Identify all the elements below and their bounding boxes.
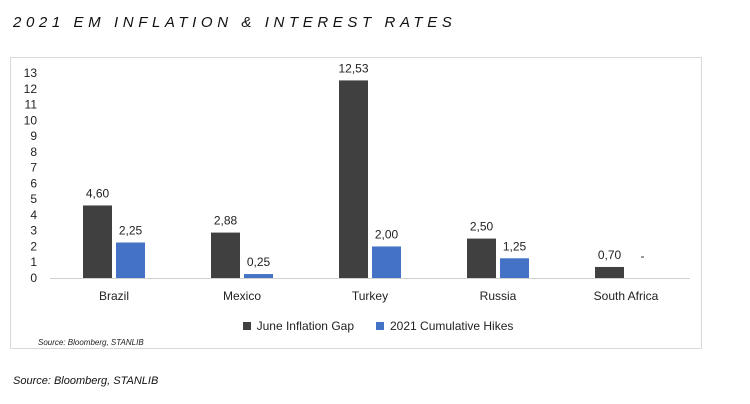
data-label-series-1: 2,50 <box>470 220 494 234</box>
chart-source-note: Source: Bloomberg, STANLIB <box>38 338 144 347</box>
y-tick-label: 10 <box>24 113 38 127</box>
x-tick-label: Russia <box>480 289 517 303</box>
x-tick-label: South Africa <box>594 289 659 303</box>
x-tick-label: Brazil <box>99 289 129 303</box>
legend-item-series-2: 2021 Cumulative Hikes <box>376 319 513 333</box>
data-label-series-2: - <box>641 249 645 263</box>
y-tick-label: 2 <box>30 239 37 253</box>
legend-swatch-series-2 <box>376 322 384 330</box>
legend-swatch-series-1 <box>242 322 251 330</box>
data-label-series-1: 2,88 <box>214 214 238 228</box>
y-tick-label: 9 <box>30 129 37 143</box>
chart-legend: June Inflation Gap 2021 Cumulative Hikes <box>0 319 750 333</box>
legend-label-series-2: 2021 Cumulative Hikes <box>390 319 514 333</box>
bar-series-2 <box>500 258 529 278</box>
y-tick-label: 4 <box>30 208 37 222</box>
page-source-note: Source: Bloomberg, STANLIB <box>13 375 159 387</box>
x-tick-label: Turkey <box>352 289 388 303</box>
x-tick-label: Mexico <box>223 289 261 303</box>
y-tick-label: 3 <box>30 224 37 238</box>
y-tick-label: 1 <box>30 255 37 269</box>
data-label-series-2: 0,25 <box>247 255 271 269</box>
bar-series-1 <box>467 238 496 278</box>
data-label-series-1: 4,60 <box>86 186 110 200</box>
legend-item-series-1: June Inflation Gap <box>242 319 354 333</box>
data-label-series-2: 2,00 <box>375 227 399 241</box>
bar-series-1 <box>211 232 240 278</box>
bar-series-2 <box>372 246 401 278</box>
bar-series-1 <box>339 80 368 279</box>
bar-series-1 <box>595 266 624 278</box>
data-label-series-1: 12,53 <box>338 61 368 75</box>
data-label-series-1: 0,70 <box>598 248 622 262</box>
bar-series-1 <box>83 205 112 278</box>
legend-label-series-1: June Inflation Gap <box>256 319 354 333</box>
page-title: 2021 EM INFLATION & INTEREST RATES <box>13 14 457 31</box>
y-tick-label: 13 <box>24 66 38 80</box>
y-tick-label: 7 <box>30 161 37 175</box>
data-label-series-2: 2,25 <box>119 224 143 238</box>
y-tick-label: 8 <box>30 145 37 159</box>
y-tick-label: 5 <box>30 192 37 206</box>
y-tick-label: 6 <box>30 176 37 190</box>
y-tick-label: 11 <box>25 98 38 112</box>
y-tick-label: 12 <box>24 82 38 96</box>
bar-series-2 <box>244 274 273 278</box>
data-label-series-2: 1,25 <box>503 239 527 253</box>
y-tick-label: 0 <box>30 271 37 285</box>
bar-series-2 <box>116 242 145 278</box>
